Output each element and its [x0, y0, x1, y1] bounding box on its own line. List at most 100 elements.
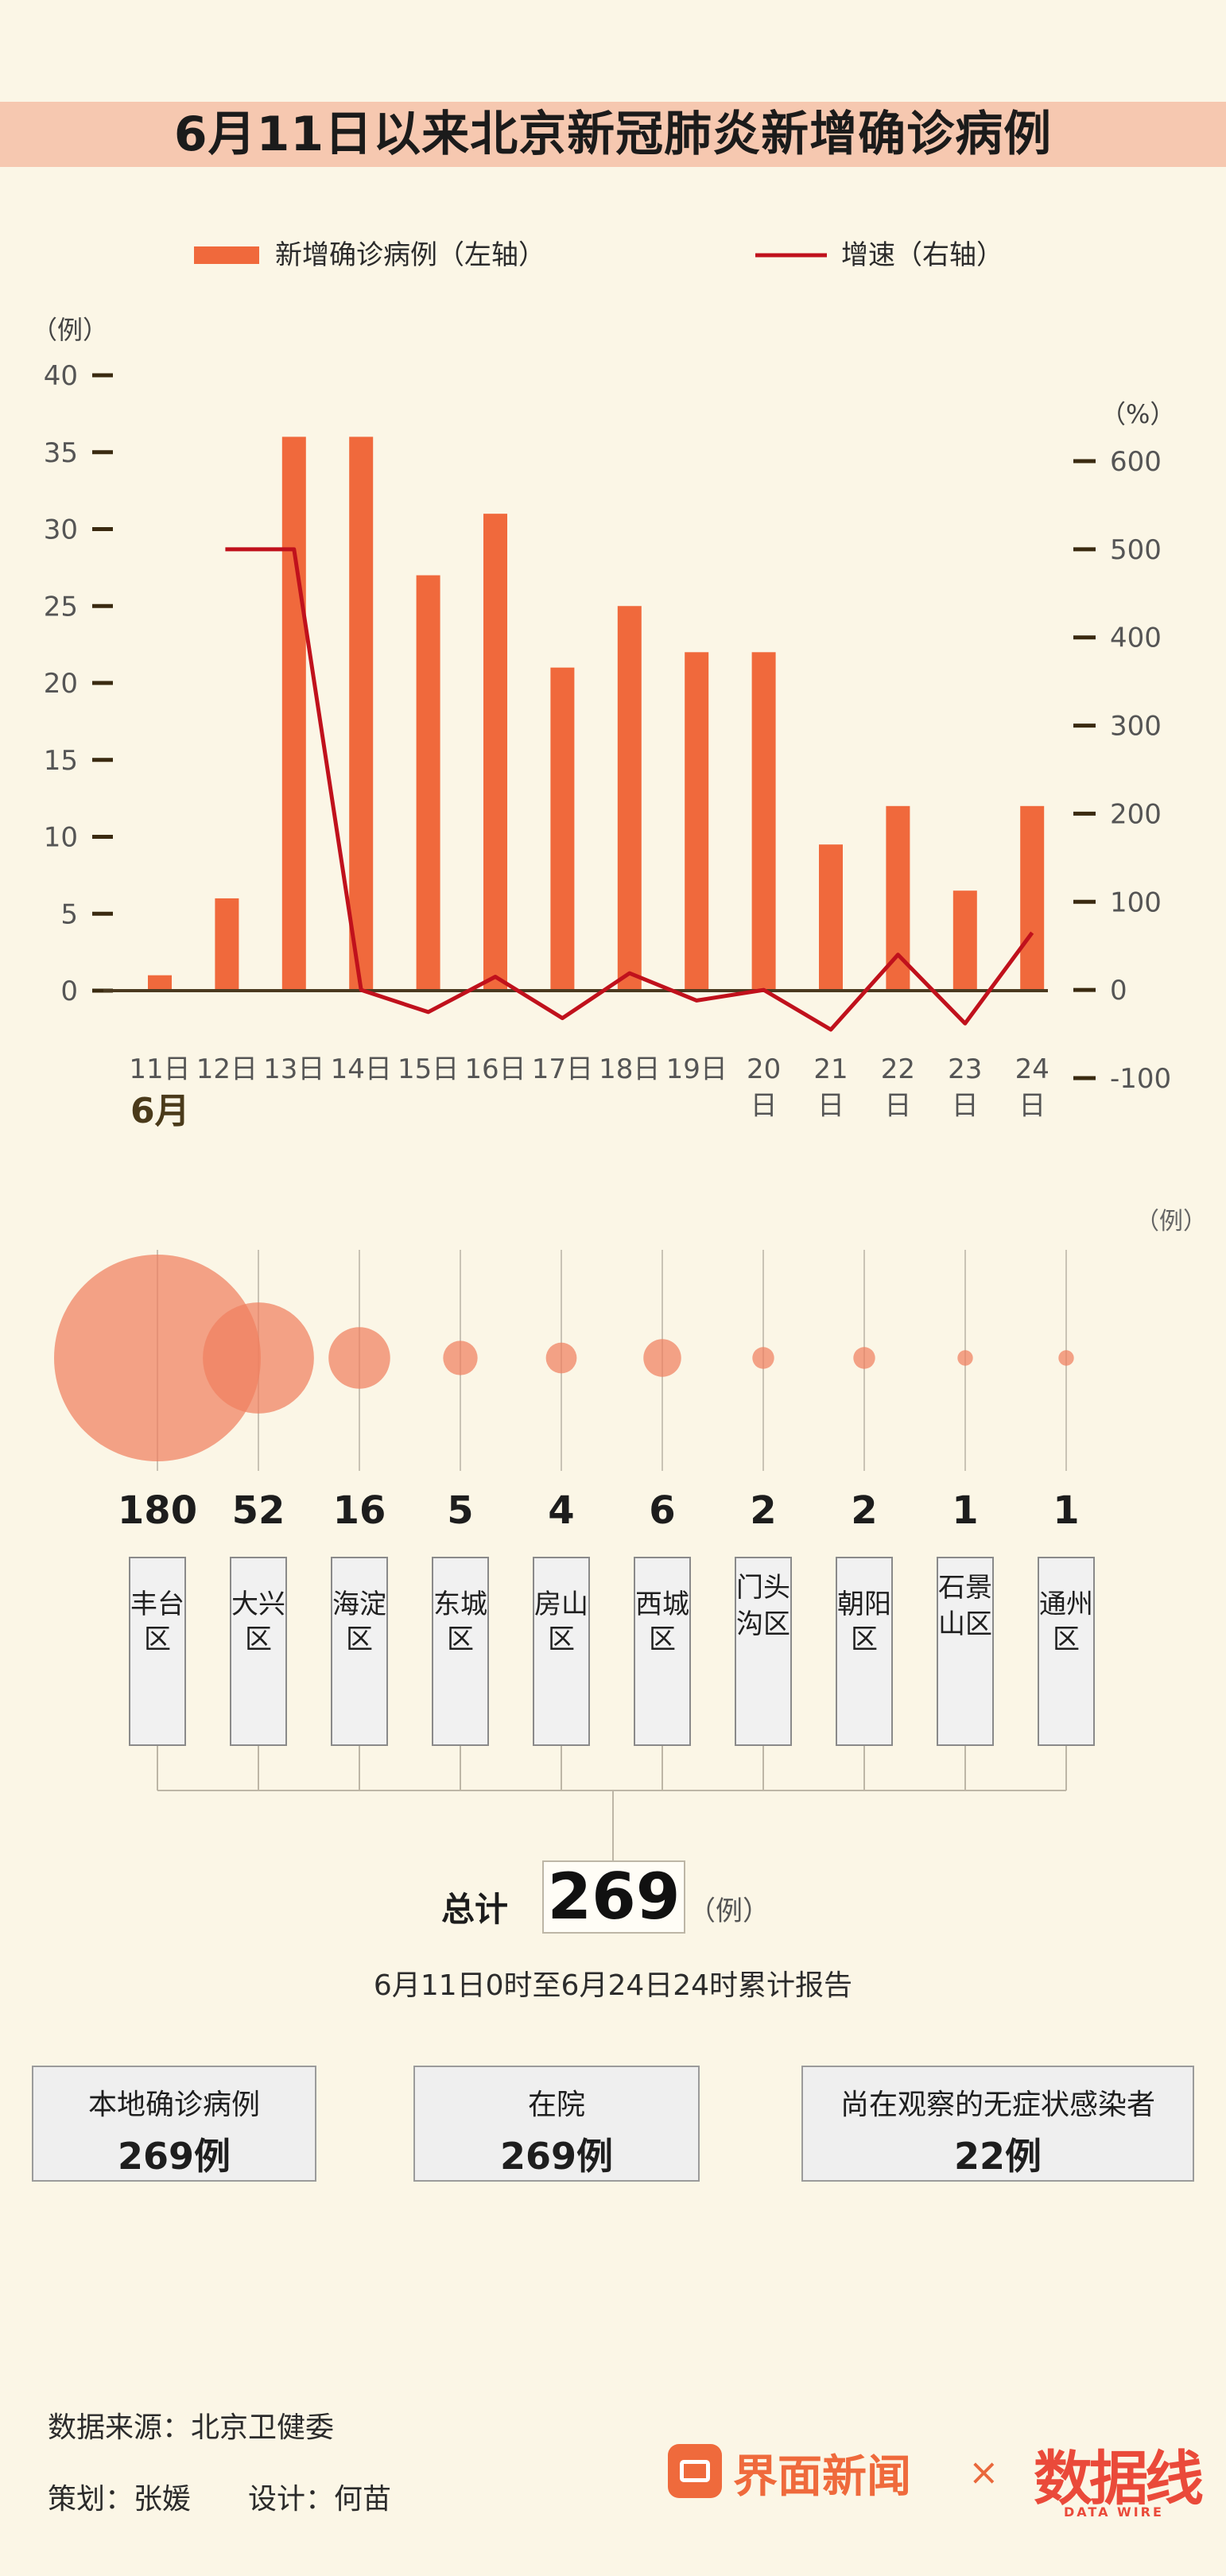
legend-line-label: 增速（右轴）	[841, 239, 1003, 271]
district-bubble	[853, 1347, 875, 1369]
district-unit: （例）	[1135, 1208, 1207, 1236]
growth-line	[225, 547, 1034, 1032]
total-label: 总计	[441, 1890, 509, 1929]
data-source: 数据来源：北京卫健委	[48, 2411, 335, 2444]
bar	[483, 514, 507, 991]
total-value: 269	[542, 1860, 685, 1934]
district-count: 5	[447, 1488, 474, 1533]
brand-name: 界面新闻	[733, 2451, 911, 2503]
data-wire-logo: 数据线	[1034, 2445, 1204, 2513]
bar	[550, 667, 575, 991]
district-bubble	[54, 1255, 261, 1461]
district-bubble	[643, 1339, 681, 1377]
right-tick-label: 200	[1110, 798, 1162, 830]
bar	[148, 975, 172, 991]
bar	[1020, 805, 1045, 991]
jiemian-logo-inner	[680, 2460, 710, 2482]
bar	[617, 606, 642, 991]
left-tick-label: 15	[44, 745, 78, 777]
left-tick-label: 0	[60, 976, 78, 1007]
x-tick-label: 19日	[666, 1053, 727, 1085]
left-tick-label: 5	[60, 898, 78, 930]
left-tick-label: 30	[44, 514, 78, 546]
x-tick-label: 16日	[464, 1053, 526, 1085]
x-tick-label: 21 日	[813, 1053, 848, 1122]
x-tick-label: 11日	[129, 1053, 190, 1085]
stat-label: 在院	[527, 2089, 585, 2121]
right-tick-label: 500	[1110, 534, 1162, 566]
x-tick-label: 17日	[532, 1053, 593, 1085]
x-tick-label: 15日	[398, 1053, 459, 1085]
right-tick-label: 0	[1110, 975, 1127, 1007]
bar	[215, 898, 239, 991]
times-sign: ×	[968, 2450, 999, 2493]
stat-value: 269例	[117, 2135, 231, 2178]
stat-label: 本地确诊病例	[87, 2089, 260, 2121]
district-name: 房山区	[533, 1557, 590, 1746]
district-count: 2	[851, 1488, 878, 1533]
district-connector-lines	[157, 1746, 1067, 1860]
left-tick-label: 40	[44, 360, 78, 392]
right-tick-label: 100	[1110, 886, 1162, 918]
x-tick-label: 23 日	[948, 1053, 982, 1122]
bar-line-chart: 新增确诊病例（左轴） 增速（右轴） （例） （%） 40 35 30 25 20 15 10 5 0 60…	[32, 239, 1175, 1131]
district-name: 朝阳区	[836, 1557, 893, 1746]
stat-hospitalized: 在院 269例	[413, 2066, 700, 2182]
report-note: 6月11日0时至6月24日24时累计报告	[373, 1969, 853, 2002]
right-tick-label: 400	[1110, 623, 1162, 654]
left-tick-label: 10	[44, 822, 78, 854]
left-axis-unit: （例）	[32, 315, 108, 345]
district-bubble	[545, 1342, 577, 1374]
district-count: 6	[649, 1488, 676, 1533]
title-band	[0, 102, 1226, 167]
district-bubble	[957, 1350, 973, 1366]
district-name: 石景山区	[937, 1557, 994, 1746]
bar	[751, 652, 776, 991]
x-tick-label: 18日	[599, 1053, 660, 1085]
bar	[281, 436, 306, 991]
total-unit: （例）	[689, 1895, 770, 1927]
district-count: 4	[548, 1488, 575, 1533]
district-name: 海淀区	[331, 1557, 388, 1746]
bar	[416, 575, 440, 991]
stat-asymptomatic: 尚在观察的无症状感染者 22例	[801, 2066, 1194, 2182]
page-title: 6月11日以来北京新冠肺炎新增确诊病例	[173, 107, 1053, 162]
district-name: 通州区	[1038, 1557, 1095, 1746]
stat-value: 269例	[499, 2135, 614, 2178]
legend-bar-label: 新增确诊病例（左轴）	[275, 239, 545, 271]
bar	[349, 436, 374, 991]
district-bubble	[443, 1340, 478, 1375]
district-bubble	[328, 1327, 390, 1389]
stat-local-confirmed: 本地确诊病例 269例	[32, 2066, 316, 2182]
district-name: 丰台区	[129, 1557, 186, 1746]
district-name: 东城区	[432, 1557, 489, 1746]
district-count: 16	[332, 1488, 386, 1533]
district-name: 西城区	[634, 1557, 691, 1746]
district-count: 52	[231, 1488, 285, 1533]
right-axis-unit: （%）	[1100, 399, 1175, 429]
left-tick-label: 35	[44, 437, 78, 469]
credits: 策划：张媛 设计：何苗	[48, 2483, 392, 2516]
stat-label: 尚在观察的无症状感染者	[840, 2089, 1155, 2121]
bar	[685, 652, 709, 991]
x-tick-label: 24 日	[1015, 1053, 1049, 1122]
district-bubble	[752, 1347, 774, 1369]
district-count: 2	[750, 1488, 777, 1533]
bar	[819, 844, 843, 991]
month-label: 6月	[130, 1091, 190, 1131]
bar	[886, 805, 910, 991]
jiemian-logo-icon	[668, 2444, 722, 2498]
x-tick-label: 12日	[196, 1053, 258, 1085]
stat-value: 22例	[953, 2135, 1042, 2178]
x-tick-label: 13日	[263, 1053, 324, 1085]
left-tick-label: 25	[44, 591, 78, 623]
district-count: 1	[1053, 1488, 1080, 1533]
district-bubble-chart: （例）	[54, 1208, 1207, 1471]
x-tick-label: 20 日	[747, 1053, 781, 1122]
district-name: 门头沟区	[735, 1557, 792, 1746]
right-tick-label: -100	[1110, 1063, 1171, 1095]
legend-bar-swatch	[194, 246, 259, 264]
district-name: 大兴区	[230, 1557, 287, 1746]
right-tick-label: 600	[1110, 446, 1162, 478]
district-count: 180	[117, 1488, 198, 1533]
